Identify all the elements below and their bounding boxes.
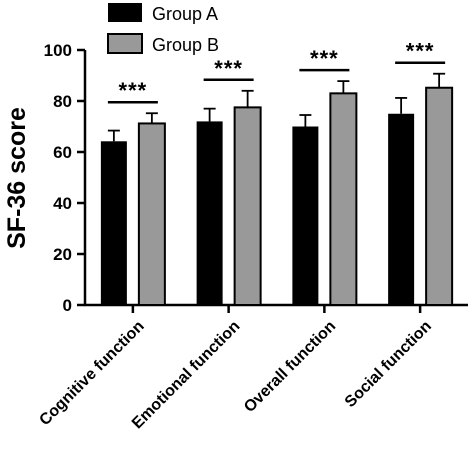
y-tick-label: 40	[53, 194, 72, 213]
significance-markers: *** *** *** ***	[107, 39, 446, 104]
y-tick-label: 80	[53, 92, 72, 111]
significance-label: ***	[310, 46, 339, 71]
x-category-label: Emotional function	[129, 318, 243, 432]
bar-group-b	[329, 92, 358, 306]
y-tick-label: 100	[44, 41, 72, 60]
x-axis	[84, 303, 468, 313]
bar-group-a	[100, 141, 127, 305]
legend-label-group-b: Group B	[152, 35, 219, 55]
significance-label: ***	[406, 39, 435, 64]
bar-group-b	[425, 86, 454, 306]
legend-swatch-group-a	[108, 3, 142, 22]
bar-group-b	[233, 106, 262, 306]
bar-group-a	[196, 121, 223, 306]
significance-label: ***	[119, 78, 148, 103]
y-axis-title: SF-36 score	[3, 107, 31, 249]
legend: Group A Group B	[107, 3, 219, 55]
significance-label: ***	[214, 56, 243, 81]
legend-label-group-a: Group A	[152, 4, 218, 24]
y-axis: 0 20 40 60 80 100	[44, 41, 87, 315]
x-category-label: Cognitive function	[36, 318, 147, 429]
y-tick-label: 60	[53, 143, 72, 162]
y-tick-label: 20	[53, 245, 72, 264]
y-tick-label: 0	[63, 296, 72, 315]
bar-group-a	[292, 126, 319, 305]
x-category-label: Social function	[342, 318, 435, 411]
legend-swatch-group-b	[107, 33, 143, 54]
x-category-label: Overall function	[241, 318, 339, 416]
bar-group-b	[137, 122, 166, 306]
bar-group-a	[388, 113, 415, 305]
bars	[100, 72, 454, 306]
